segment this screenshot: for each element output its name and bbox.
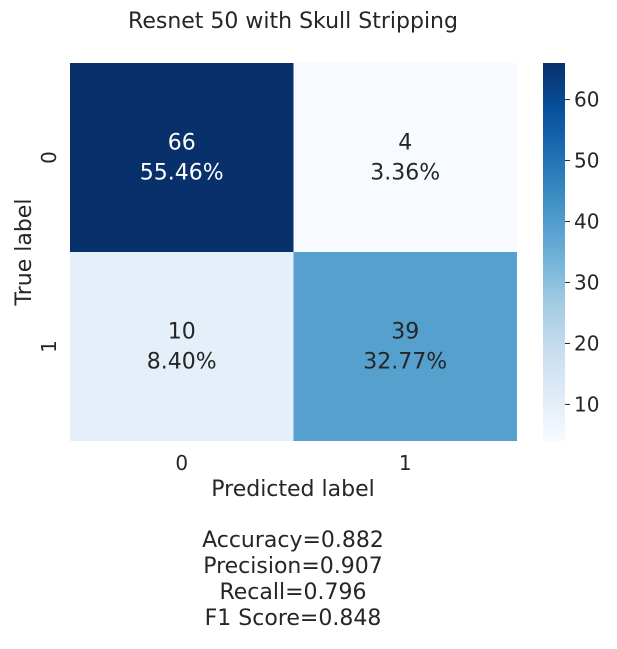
- colorbar-tick-label: 10: [574, 392, 599, 416]
- y-tick-label: 0: [37, 151, 61, 164]
- chart-title: Resnet 50 with Skull Stripping: [128, 9, 458, 34]
- cell-count-label-0-1: 4: [398, 131, 412, 156]
- heatmap-cell-0-1: [293, 63, 517, 252]
- x-tick-label: 1: [399, 451, 412, 475]
- y-tick-label: 1: [37, 340, 61, 353]
- x-tick-label: 0: [175, 451, 188, 475]
- f1-score-metric: F1 Score=0.848: [204, 606, 382, 631]
- colorbar-tick-label: 20: [574, 331, 599, 355]
- heatmap-cell-0-0: [70, 63, 294, 252]
- x-axis-label: Predicted label: [211, 477, 374, 502]
- cell-count-label-1-1: 39: [391, 320, 419, 345]
- cell-count-label-0-0: 66: [168, 131, 196, 156]
- cell-percent-label-0-0: 55.46%: [140, 161, 224, 186]
- metrics-summary: Accuracy=0.882 Precision=0.907 Recall=0.…: [0, 528, 586, 632]
- colorbar-tick-label: 40: [574, 210, 599, 234]
- precision-metric: Precision=0.907: [203, 554, 383, 579]
- colorbar: [543, 63, 565, 441]
- heatmap-cell-1-1: [293, 252, 517, 441]
- colorbar-tick-label: 60: [574, 88, 599, 112]
- cell-percent-label-1-1: 32.77%: [363, 350, 447, 375]
- accuracy-metric: Accuracy=0.882: [202, 528, 384, 553]
- heatmap-cell-1-0: [70, 252, 294, 441]
- cell-count-label-1-0: 10: [168, 320, 196, 345]
- colorbar-tick-label: 30: [574, 270, 599, 294]
- cell-percent-label-1-0: 8.40%: [147, 350, 217, 375]
- y-axis-label: True label: [12, 199, 37, 307]
- recall-metric: Recall=0.796: [219, 580, 367, 605]
- cell-percent-label-0-1: 3.36%: [370, 161, 440, 186]
- colorbar-tick-label: 50: [574, 149, 599, 173]
